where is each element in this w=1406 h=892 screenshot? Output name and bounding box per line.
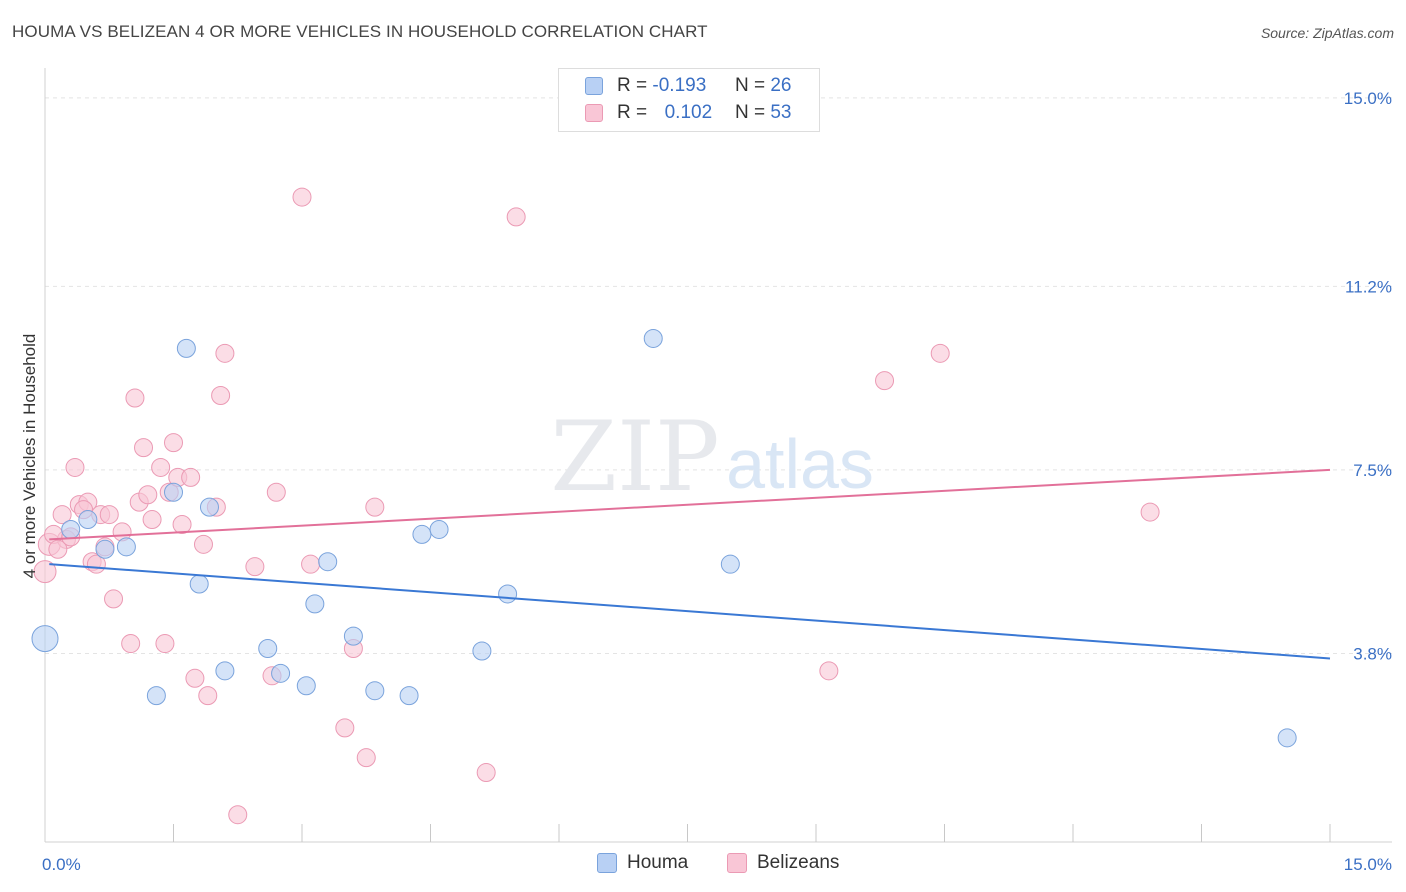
houma-point	[643, 328, 663, 348]
legend-row-houma: R = -0.193 N = 26	[585, 73, 791, 99]
houma-point	[116, 537, 136, 557]
belizean-point	[125, 388, 145, 408]
legend-n-label: N =	[734, 75, 766, 96]
belizean-legend-label: Belizeans	[757, 852, 840, 873]
belizean-point	[875, 371, 895, 391]
belizean-point	[48, 539, 68, 559]
belizean-point	[930, 343, 950, 363]
belizean-point	[215, 343, 235, 363]
houma-point	[199, 497, 219, 517]
belizean-point	[211, 386, 231, 406]
y-axis-label: 4 or more Vehicles in Household	[20, 333, 39, 579]
houma-point	[31, 625, 59, 653]
tick-labels: 3.8% 7.5% 11.2% 15.0% 0.0% 15.0%	[42, 89, 1392, 874]
houma-point	[164, 482, 183, 502]
belizean-point	[335, 718, 355, 738]
belizean-point	[104, 589, 124, 609]
belizean-point	[99, 505, 119, 525]
watermark: ZIP atlas	[550, 401, 874, 513]
belizean-point	[164, 433, 183, 453]
correlation-legend: R = -0.193 N = 26 R = 0.102 N = 53	[558, 68, 820, 132]
belizean-point	[65, 457, 85, 477]
x-tick-label: 0.0%	[42, 855, 81, 874]
houma-point	[296, 676, 316, 696]
source-label: Source: ZipAtlas.com	[1260, 25, 1394, 41]
belizean-points	[33, 187, 1160, 825]
houma-legend-label: Houma	[627, 852, 689, 873]
belizean-point	[185, 668, 205, 688]
houma-point	[271, 663, 291, 683]
houma-n-value: 26	[770, 75, 792, 96]
belizean-point	[301, 554, 321, 574]
belizean-n-value: 53	[770, 102, 792, 123]
houma-point	[429, 519, 449, 539]
belizean-point	[193, 534, 213, 554]
watermark-zip: ZIP	[550, 401, 719, 513]
belizean-point	[245, 557, 265, 577]
belizean-point	[1140, 502, 1160, 522]
chart-title: HOUMA VS BELIZEAN 4 OR MORE VEHICLES IN …	[12, 22, 708, 41]
belizean-point	[142, 510, 162, 530]
houma-point	[720, 554, 740, 574]
watermark-atlas: atlas	[726, 425, 874, 503]
legend-row-belizeans: R = 0.102 N = 53	[585, 100, 791, 126]
x-tick-label: 15.0%	[1344, 855, 1392, 874]
belizean-point	[52, 505, 72, 525]
belizean-point	[134, 438, 154, 458]
houma-point	[365, 681, 385, 701]
belizean-trend-line	[49, 468, 1331, 541]
houma-point	[343, 626, 363, 646]
y-tick-label: 15.0%	[1344, 89, 1392, 108]
houma-point	[318, 552, 338, 572]
belizean-point	[155, 634, 175, 654]
houma-point	[258, 639, 278, 659]
belizean-point	[33, 560, 57, 584]
belizean-swatch	[585, 104, 603, 122]
belizean-point	[292, 187, 312, 207]
houma-point	[95, 539, 115, 559]
legend-r-label: R =	[617, 75, 648, 96]
belizean-point	[476, 763, 496, 783]
houma-trend-line	[49, 563, 1331, 660]
houma-point	[1277, 728, 1297, 748]
belizean-point	[356, 748, 376, 768]
legend-item-belizeans[interactable]: Belizeans	[727, 852, 839, 874]
y-tick-label: 11.2%	[1345, 277, 1392, 296]
houma-point	[305, 594, 325, 614]
legend-item-houma[interactable]: Houma	[597, 852, 688, 874]
belizean-point	[121, 634, 141, 654]
houma-point	[176, 338, 196, 358]
houma-point	[61, 519, 81, 539]
legend-r-label: R =	[617, 102, 648, 123]
houma-point	[215, 661, 235, 681]
y-tick-label: 3.8%	[1353, 644, 1392, 663]
houma-point	[189, 574, 209, 594]
belizean-point	[198, 686, 218, 706]
axes	[44, 68, 1392, 843]
houma-point	[472, 641, 492, 661]
houma-legend-swatch	[597, 853, 617, 873]
y-tick-label: 7.5%	[1353, 461, 1392, 480]
houma-r-value: -0.193	[652, 75, 707, 96]
houma-point	[498, 584, 518, 604]
houma-point	[412, 524, 432, 544]
belizean-point	[819, 661, 839, 681]
belizean-point	[151, 457, 171, 477]
houma-point	[78, 510, 98, 530]
houma-point	[399, 686, 419, 706]
belizean-r-value: 0.102	[664, 102, 713, 123]
belizean-legend-swatch	[727, 853, 747, 873]
belizean-point	[266, 482, 286, 502]
belizean-point	[181, 467, 201, 487]
belizean-point	[172, 514, 192, 534]
legend-n-label: N =	[734, 102, 766, 123]
belizean-point	[138, 485, 158, 505]
belizean-point	[228, 805, 248, 825]
houma-point	[146, 686, 166, 706]
houma-swatch	[585, 77, 603, 95]
trend-lines	[49, 468, 1331, 660]
belizean-point	[365, 497, 385, 517]
belizean-point	[506, 207, 526, 227]
